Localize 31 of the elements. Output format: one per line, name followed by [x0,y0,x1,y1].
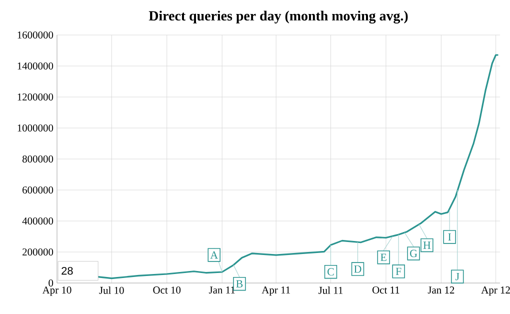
x-tick-label: Apr 11 [262,286,290,296]
y-tick-label: 200000 [22,248,54,256]
x-tick-label: Oct 11 [372,286,400,294]
x-tick-label: Jan 12 [428,286,454,294]
annotation: C [328,268,334,276]
y-tick-label: 0 [48,279,54,287]
annotation: E [380,254,386,261]
annotation: J [455,272,460,280]
annotation: B [236,280,243,288]
x-tick-label: Apr 10 [42,286,72,296]
annotation: A [210,251,218,259]
line-series [97,54,500,280]
y-tick-label: 1400000 [18,62,54,70]
x-tick-label: Apr 12 [481,286,510,296]
annotation: I [448,233,452,241]
annotation: H [423,242,431,249]
x-tick-label: Jan 11 [208,286,235,294]
x-tick-label: Jul 10 [99,286,124,294]
y-tick-label: 1200000 [18,93,54,101]
x-tick-label: Jul 11 [318,286,343,294]
y-tick-label: 800000 [22,155,54,163]
annotation: D [354,265,362,273]
chart-title: Direct queries per day (month moving avg.) [148,10,408,24]
annotation: 28 [62,266,73,275]
y-tick-label: 1600000 [18,31,54,39]
y-tick-label: 1000000 [18,124,54,132]
annotation: G [410,250,418,258]
y-tick-label: 400000 [22,217,54,225]
annotation: F [396,268,402,275]
x-tick-label: Oct 10 [153,286,181,294]
y-tick-label: 600000 [22,186,54,194]
